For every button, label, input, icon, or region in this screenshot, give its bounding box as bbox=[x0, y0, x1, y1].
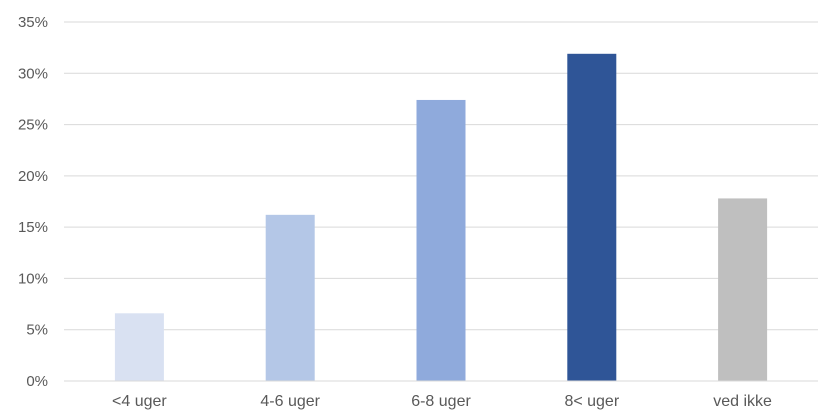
bars bbox=[114, 53, 768, 381]
y-tick-label: 20% bbox=[18, 168, 48, 185]
bar bbox=[416, 99, 466, 381]
y-tick-label: 35% bbox=[18, 14, 48, 31]
x-axis-category-labels: <4 uger 4-6 uger 6-8 uger 8< uger ved ikke bbox=[112, 393, 772, 410]
y-tick-label: 0% bbox=[26, 373, 48, 390]
y-tick-label: 5% bbox=[26, 322, 48, 339]
x-category-label: 8< uger bbox=[564, 393, 619, 410]
bar bbox=[114, 313, 164, 381]
x-category-label: ved ikke bbox=[713, 393, 772, 410]
y-tick-label: 30% bbox=[18, 65, 48, 82]
bar bbox=[567, 53, 617, 381]
y-tick-label: 15% bbox=[18, 219, 48, 236]
y-tick-label: 10% bbox=[18, 270, 48, 287]
x-category-label: 4-6 uger bbox=[260, 393, 320, 410]
bar bbox=[718, 198, 768, 381]
x-category-label: <4 uger bbox=[112, 393, 167, 410]
bar bbox=[265, 214, 315, 381]
y-axis-tick-labels: 0% 5% 10% 15% 20% 25% 30% 35% bbox=[18, 14, 48, 390]
x-category-label: 6-8 uger bbox=[411, 393, 471, 410]
y-tick-label: 25% bbox=[18, 117, 48, 134]
